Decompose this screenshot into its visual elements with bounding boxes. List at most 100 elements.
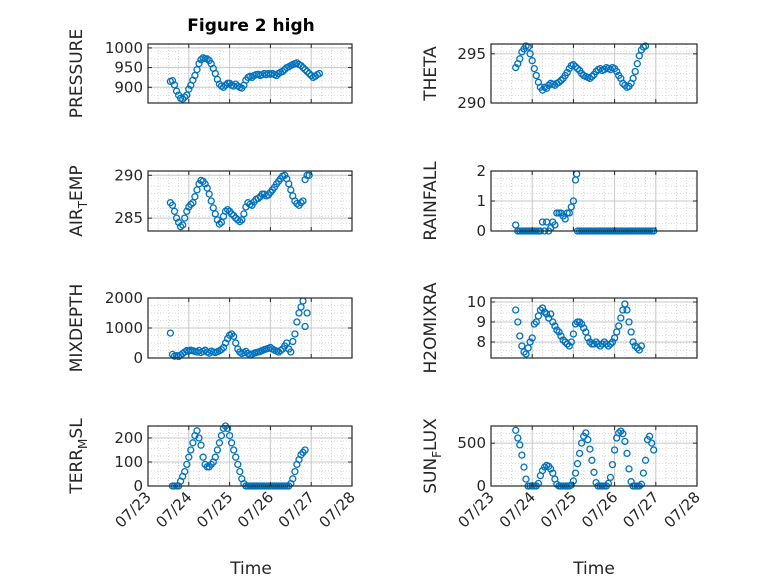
data-point xyxy=(584,334,592,342)
data-series xyxy=(166,297,311,361)
data-point xyxy=(557,76,565,85)
data-point xyxy=(179,221,187,229)
data-series xyxy=(166,171,313,231)
y-axis-label-3: RAINFALL xyxy=(421,161,441,241)
data-point xyxy=(522,350,530,358)
data-point xyxy=(303,309,311,317)
y-tick-label: 0 xyxy=(476,222,486,240)
data-point xyxy=(637,342,646,350)
data-point xyxy=(573,460,582,468)
data-point xyxy=(217,218,226,227)
data-point xyxy=(199,453,207,461)
data-point xyxy=(588,456,596,464)
data-point xyxy=(633,60,641,68)
data-point xyxy=(569,197,578,205)
data-point xyxy=(232,339,240,347)
data-point xyxy=(522,475,530,483)
subplot-theta: 290 295 THETA xyxy=(421,42,698,112)
y-tick-label: 500 xyxy=(457,434,486,452)
data-point xyxy=(179,95,187,103)
data-point xyxy=(532,71,540,80)
data-point xyxy=(217,345,226,354)
data-point xyxy=(217,431,226,440)
data-point xyxy=(623,449,631,458)
data-series xyxy=(512,42,650,94)
data-point xyxy=(633,344,641,352)
data-point xyxy=(580,324,588,332)
data-point xyxy=(540,308,549,316)
data-point xyxy=(536,306,545,314)
data-point xyxy=(553,326,561,334)
minor-grid xyxy=(491,426,697,486)
data-point xyxy=(551,322,559,330)
data-point xyxy=(641,42,650,50)
data-point xyxy=(549,469,557,477)
data-point xyxy=(528,334,536,342)
data-point xyxy=(168,350,177,359)
data-point xyxy=(215,220,224,228)
data-point xyxy=(555,78,563,86)
data-point xyxy=(567,338,575,346)
data-point xyxy=(230,332,238,341)
data-point xyxy=(567,481,575,489)
data-point xyxy=(547,465,555,473)
data-point xyxy=(227,439,236,447)
data-point xyxy=(619,306,627,314)
data-point xyxy=(516,55,524,63)
data-point xyxy=(555,328,563,336)
y-tick-label: 10 xyxy=(467,293,486,311)
data-point xyxy=(575,449,584,458)
y-tick-label: 290 xyxy=(114,166,143,184)
data-point xyxy=(553,209,561,217)
data-point xyxy=(588,72,596,81)
axes-box xyxy=(490,43,698,104)
data-point xyxy=(299,197,307,205)
data-point xyxy=(301,446,309,454)
data-point xyxy=(571,62,580,71)
data-point xyxy=(240,210,248,218)
data-series xyxy=(512,300,646,358)
data-point xyxy=(573,318,582,326)
data-point xyxy=(234,460,242,469)
data-point xyxy=(625,318,633,326)
y-tick-label: 295 xyxy=(457,45,486,63)
data-point xyxy=(219,83,228,91)
data-point xyxy=(301,175,309,184)
data-point xyxy=(526,338,534,346)
data-point xyxy=(301,322,309,331)
data-point xyxy=(211,210,219,218)
data-point xyxy=(617,314,625,322)
data-point xyxy=(606,340,615,348)
data-point xyxy=(641,456,650,464)
data-point xyxy=(586,445,594,453)
y-tick-label: 900 xyxy=(114,78,143,96)
data-point xyxy=(549,318,557,326)
data-point xyxy=(315,69,324,78)
minor-grid xyxy=(148,426,352,486)
data-point xyxy=(289,337,297,346)
y-tick-label: 1000 xyxy=(105,39,143,57)
data-point xyxy=(197,441,205,449)
data-point xyxy=(201,180,209,188)
data-point xyxy=(166,329,175,337)
y-tick-label: 200 xyxy=(114,429,143,447)
data-point xyxy=(584,436,592,444)
data-point xyxy=(600,338,608,346)
data-point xyxy=(183,207,191,215)
data-point xyxy=(191,193,199,201)
data-point xyxy=(629,74,637,83)
data-point xyxy=(305,171,313,179)
figure-title: Figure 2 high xyxy=(187,16,315,36)
y-tick-label: 2000 xyxy=(105,289,143,307)
data-point xyxy=(610,334,619,342)
data-point xyxy=(185,85,193,93)
data-point xyxy=(621,81,629,89)
data-point xyxy=(254,194,262,203)
y-tick-label: 285 xyxy=(114,209,143,227)
data-point xyxy=(571,469,580,477)
data-point xyxy=(582,429,590,437)
data-point xyxy=(223,424,232,433)
data-point xyxy=(512,221,520,229)
data-point xyxy=(170,207,179,215)
